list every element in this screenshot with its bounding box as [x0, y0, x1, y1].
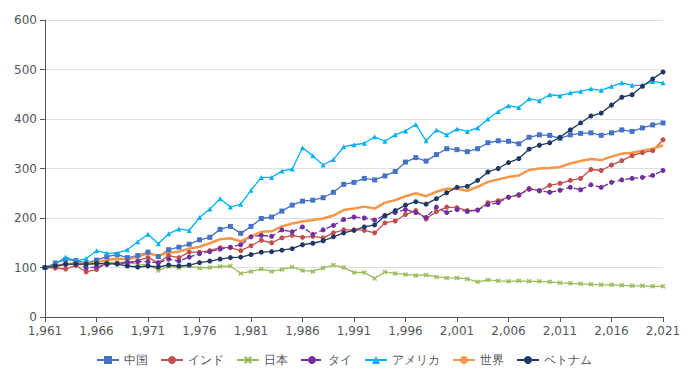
svg-text:0: 0: [29, 310, 37, 324]
svg-text:インド: インド: [188, 353, 224, 367]
svg-text:400: 400: [14, 112, 37, 126]
svg-text:600: 600: [14, 13, 37, 27]
svg-text:1,971: 1,971: [131, 324, 165, 338]
svg-text:1,961: 1,961: [28, 324, 62, 338]
svg-text:2,021: 2,021: [646, 324, 680, 338]
svg-text:500: 500: [14, 63, 37, 77]
svg-text:300: 300: [14, 162, 37, 176]
svg-text:タイ: タイ: [328, 353, 352, 367]
svg-text:2,016: 2,016: [594, 324, 628, 338]
svg-text:1,991: 1,991: [337, 324, 371, 338]
svg-text:2,011: 2,011: [543, 324, 577, 338]
svg-text:中国: 中国: [124, 353, 148, 367]
svg-text:100: 100: [14, 261, 37, 275]
svg-text:2,001: 2,001: [440, 324, 474, 338]
svg-text:200: 200: [14, 211, 37, 225]
svg-text:1,966: 1,966: [79, 324, 113, 338]
svg-text:世界: 世界: [480, 353, 504, 367]
svg-text:日本: 日本: [264, 353, 288, 367]
svg-text:ベトナム: ベトナム: [544, 353, 592, 367]
svg-text:1,981: 1,981: [234, 324, 268, 338]
svg-text:1,976: 1,976: [182, 324, 216, 338]
svg-text:2,006: 2,006: [491, 324, 525, 338]
svg-text:1,986: 1,986: [285, 324, 319, 338]
svg-text:1,996: 1,996: [388, 324, 422, 338]
svg-text:アメリカ: アメリカ: [392, 353, 440, 367]
